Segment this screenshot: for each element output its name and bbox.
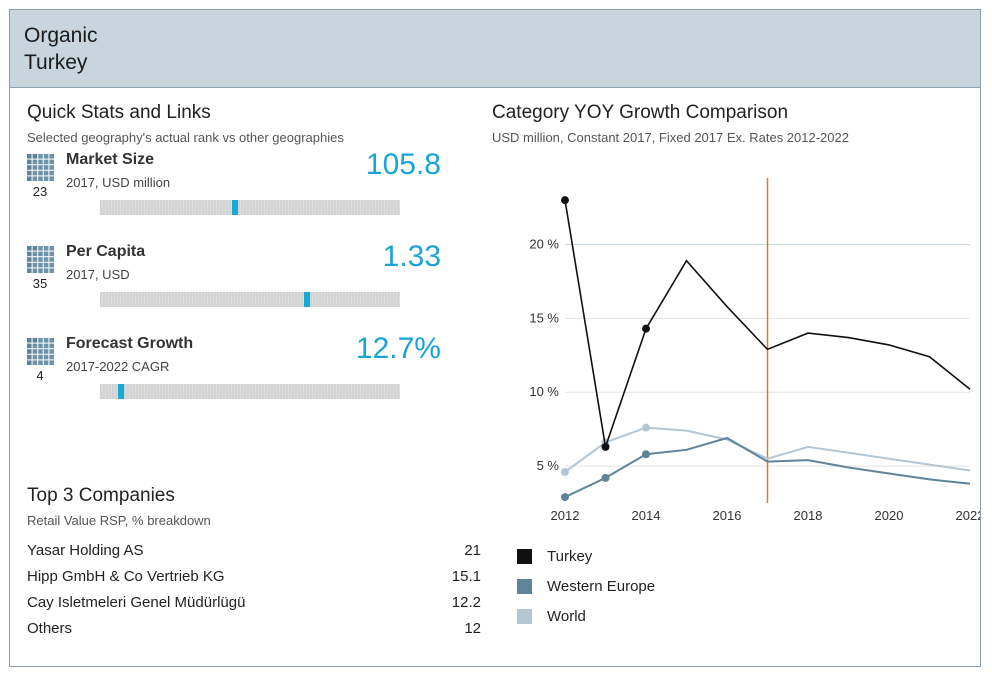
stat-label: Market Size: [66, 151, 155, 168]
legend-label: Western Europe: [547, 578, 656, 595]
y-tick-label: 5 %: [537, 458, 560, 473]
company-share: 15.1: [451, 568, 481, 585]
quick-stats-title: Quick Stats and Links: [27, 102, 211, 123]
companies-title: Top 3 Companies: [27, 485, 175, 506]
stat-rank: 35: [32, 276, 48, 291]
data-point: [561, 196, 569, 205]
stat-value: 1.33: [382, 240, 441, 273]
panel: Organic Turkey Quick Stats and Links Sel…: [9, 9, 981, 667]
series-line-western-europe: [564, 436, 971, 498]
stat-rank: 4: [36, 368, 44, 383]
rank-marker: [118, 384, 124, 399]
y-tick-label: 15 %: [529, 310, 559, 325]
company-share: 12: [464, 620, 481, 637]
rank-marker: [304, 292, 310, 307]
data-point: [561, 467, 569, 476]
stat-label: Per Capita: [66, 243, 146, 260]
grid-icon: [27, 154, 54, 181]
legend-label: Turkey: [547, 548, 593, 565]
chart-title: Category YOY Growth Comparison: [492, 102, 789, 123]
company-name: Hipp GmbH & Co Vertrieb KG: [27, 568, 225, 585]
data-point: [642, 423, 650, 432]
companies-subtitle: Retail Value RSP, % breakdown: [27, 513, 211, 528]
legend-swatch: [517, 609, 532, 624]
data-point: [642, 324, 650, 333]
company-share: 21: [464, 542, 481, 559]
legend-swatch: [517, 549, 532, 564]
company-name: Others: [27, 620, 73, 637]
legend-item-world[interactable]: World: [517, 608, 717, 626]
title-category: Organic: [24, 24, 98, 47]
legend-label: World: [547, 608, 586, 625]
stat-value: 105.8: [365, 148, 441, 181]
x-tick-label: 2020: [875, 508, 904, 523]
legend-item-turkey[interactable]: Turkey: [517, 548, 717, 566]
y-tick-label: 20 %: [529, 236, 559, 251]
stat-label: Forecast Growth: [66, 335, 194, 352]
x-tick-label: 2016: [713, 508, 742, 523]
title-geography: Turkey: [24, 51, 88, 74]
header-bar: Organic Turkey: [10, 10, 980, 88]
data-point: [601, 442, 610, 451]
series-line-world: [564, 426, 971, 473]
stat-unit: 2017, USD million: [66, 175, 171, 190]
data-point: [561, 493, 569, 502]
stat-per-capita[interactable]: 35 Per Capita 2017, USD 1.33: [27, 240, 447, 326]
data-point: [601, 473, 610, 482]
company-name: Cay Isletmeleri Genel Müdürlügü: [27, 594, 246, 611]
quick-stats-subtitle: Selected geography's actual rank vs othe…: [27, 130, 344, 145]
x-tick-label: 2014: [632, 508, 661, 523]
stat-market-size[interactable]: 23 Market Size 2017, USD million 105.8: [27, 148, 447, 234]
x-tick-label: 2018: [794, 508, 823, 523]
rank-marker: [232, 200, 238, 215]
growth-line-chart: 5 % 10 % 15 % 20 % 2012 2014 2016 2018 2020 2022: [529, 178, 980, 523]
data-point: [642, 450, 650, 459]
page-title: Organic Turkey: [24, 22, 98, 76]
stat-forecast-growth[interactable]: 4 Forecast Growth 2017-2022 CAGR 12.7%: [27, 332, 447, 418]
y-tick-label: 10 %: [529, 384, 559, 399]
company-name: Yasar Holding AS: [27, 542, 144, 559]
x-tick-label: 2012: [551, 508, 580, 523]
stat-unit: 2017, USD: [66, 267, 130, 282]
x-tick-label: 2022: [956, 508, 980, 523]
rank-bar: [100, 384, 400, 399]
stat-rank: 23: [32, 184, 48, 199]
legend-item-western-europe[interactable]: Western Europe: [517, 578, 717, 596]
stat-value: 12.7%: [355, 332, 441, 365]
stat-unit: 2017-2022 CAGR: [66, 359, 170, 374]
rank-bar: [100, 200, 400, 215]
chart-subtitle: USD million, Constant 2017, Fixed 2017 E…: [492, 130, 849, 145]
grid-icon: [27, 246, 54, 273]
grid-icon: [27, 338, 54, 365]
series-line-turkey: [564, 200, 971, 448]
legend-swatch: [517, 579, 532, 594]
rank-bar: [100, 292, 400, 307]
company-share: 12.2: [451, 594, 481, 611]
